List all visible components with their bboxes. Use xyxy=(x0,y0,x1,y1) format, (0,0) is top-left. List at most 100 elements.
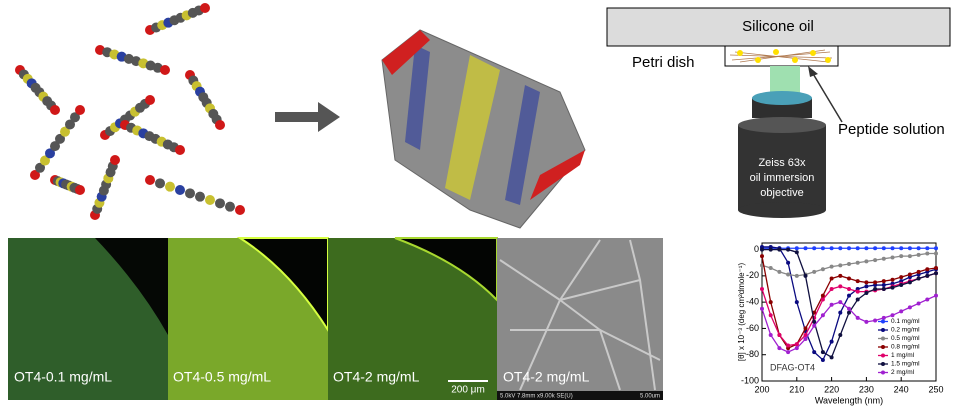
micrograph-dark xyxy=(236,237,329,334)
oil-layer xyxy=(606,7,951,47)
data-point xyxy=(829,302,834,307)
data-point xyxy=(899,246,904,251)
data-point xyxy=(873,246,878,251)
solution-label: Peptide solution xyxy=(838,121,945,138)
data-point xyxy=(812,246,817,251)
data-point xyxy=(864,280,869,285)
atom xyxy=(145,95,155,105)
data-point xyxy=(820,297,825,302)
data-point xyxy=(838,310,843,315)
data-point xyxy=(786,343,791,348)
annotation: DFAG-OT4 xyxy=(770,362,815,372)
y-tick-label: -60 xyxy=(746,323,759,333)
data-point xyxy=(777,269,782,274)
atom xyxy=(40,155,50,166)
data-point xyxy=(803,246,808,251)
data-point xyxy=(847,276,851,281)
legend-marker xyxy=(881,353,885,358)
data-point xyxy=(855,289,860,294)
dish-label: Petri dish xyxy=(632,54,695,71)
data-point xyxy=(820,246,825,251)
y-tick-label: -20 xyxy=(746,270,759,280)
data-point xyxy=(899,309,904,314)
data-point xyxy=(934,271,938,276)
atom xyxy=(110,155,120,165)
objective-label: Zeiss 63x xyxy=(758,157,806,169)
legend-marker xyxy=(881,362,885,366)
legend-label: 2 mg/ml xyxy=(891,369,915,376)
data-point xyxy=(829,264,834,269)
atom xyxy=(70,112,80,123)
y-tick-label: -40 xyxy=(746,297,759,307)
atom xyxy=(235,205,245,215)
data-point xyxy=(934,251,938,256)
data-point xyxy=(881,315,886,320)
legend-marker xyxy=(881,370,885,375)
data-point xyxy=(829,246,834,251)
data-point xyxy=(873,280,878,285)
x-tick-label: 250 xyxy=(928,384,943,394)
sem-fibers xyxy=(499,239,661,391)
data-point xyxy=(768,247,773,252)
data-point xyxy=(864,290,869,295)
data-point xyxy=(855,279,860,284)
atom xyxy=(215,198,225,209)
objective xyxy=(738,91,826,218)
data-point xyxy=(899,275,904,280)
data-point xyxy=(881,287,886,291)
data-point xyxy=(838,300,843,305)
data-point xyxy=(907,246,912,251)
data-point xyxy=(916,276,921,281)
atom xyxy=(225,201,235,212)
data-point xyxy=(855,315,860,320)
micrograph-label: OT4-0.5 mg/mL xyxy=(173,369,271,385)
data-point xyxy=(934,265,938,270)
data-point xyxy=(760,306,764,311)
legend-label: 0.5 mg/ml xyxy=(891,335,920,342)
y-tick-label: -100 xyxy=(741,375,759,385)
data-point xyxy=(820,357,825,362)
atom xyxy=(30,170,40,180)
data-point xyxy=(847,293,851,298)
data-point xyxy=(925,246,930,251)
micrograph-label: OT4-2 mg/mL xyxy=(503,369,590,385)
data-point xyxy=(829,355,834,360)
scale-bar-label: 200 μm xyxy=(451,385,485,396)
data-point xyxy=(873,258,878,263)
y-tick-label: -80 xyxy=(746,349,759,359)
atom xyxy=(205,195,215,205)
atom xyxy=(35,162,45,173)
data-point xyxy=(881,256,886,261)
x-tick-label: 200 xyxy=(754,384,769,394)
atom xyxy=(50,105,60,115)
data-point xyxy=(916,252,921,257)
data-point xyxy=(934,246,938,251)
data-point xyxy=(907,280,912,285)
data-point xyxy=(838,263,843,268)
legend-label: 1 mg/ml xyxy=(891,352,915,359)
atom xyxy=(55,133,65,144)
pointer-head xyxy=(808,66,818,77)
data-point xyxy=(812,323,817,328)
data-point xyxy=(899,283,904,288)
data-point xyxy=(864,259,869,264)
data-point xyxy=(794,300,799,305)
atom xyxy=(145,175,155,185)
data-point xyxy=(777,333,782,337)
sem-info: 5.0kV 7.8mm x9.00k SE(U) xyxy=(500,394,573,400)
data-point xyxy=(820,350,825,355)
data-point xyxy=(768,265,773,270)
data-point xyxy=(820,293,825,298)
data-point xyxy=(925,273,930,278)
assembled-sheet xyxy=(381,29,586,229)
pointer xyxy=(811,71,843,123)
data-point xyxy=(855,260,860,265)
data-point xyxy=(907,254,912,259)
peptide-fibers xyxy=(729,49,833,63)
data-point xyxy=(934,293,938,298)
data-point xyxy=(794,273,799,278)
data-point xyxy=(768,333,773,337)
data-point xyxy=(881,283,886,288)
atom xyxy=(165,181,175,192)
